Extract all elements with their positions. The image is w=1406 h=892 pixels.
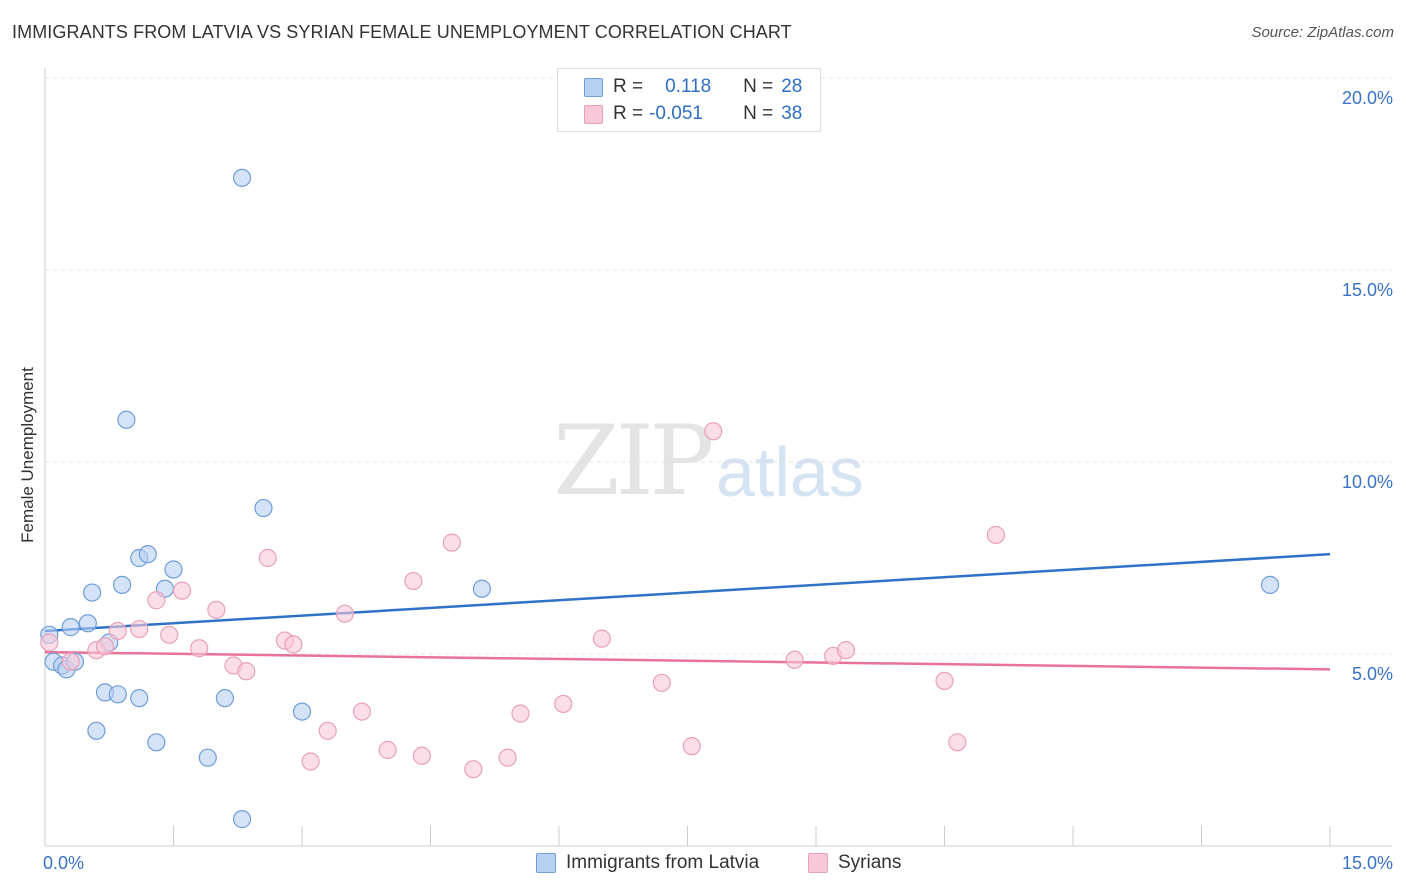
point-syrians	[948, 733, 967, 752]
point-syrians	[40, 633, 59, 652]
point-syrians	[704, 422, 723, 441]
point-syrians	[335, 604, 354, 623]
point-syrians	[95, 637, 115, 656]
point-syrians	[172, 581, 192, 600]
legend-r-value: -0.051	[649, 103, 703, 124]
legend-row-latvia: R = 0.118 N = 28	[558, 74, 802, 100]
y-tick-label: 5.0%	[1352, 664, 1393, 684]
point-syrians	[554, 694, 573, 714]
point-syrians	[318, 721, 337, 740]
point-latvia	[472, 579, 491, 598]
point-syrians	[108, 621, 127, 641]
legend-r-label: R =	[613, 103, 644, 124]
point-syrians	[412, 746, 432, 765]
point-latvia	[83, 583, 102, 602]
y-tick-label: 20.0%	[1342, 88, 1393, 108]
series-label-latvia: Immigrants from Latvia	[566, 852, 760, 873]
series-legend: Immigrants from Latvia Syrians	[0, 852, 1406, 878]
point-latvia	[254, 498, 273, 518]
point-latvia	[232, 810, 252, 829]
legend-r-value: 0.118	[665, 76, 712, 97]
data-points	[40, 168, 1280, 829]
legend-n-label: N =	[743, 103, 774, 124]
point-latvia	[215, 689, 234, 708]
series-swatch-latvia	[536, 853, 556, 873]
point-syrians	[785, 650, 804, 669]
point-latvia	[1260, 575, 1280, 594]
series-swatch-syrians	[808, 853, 828, 873]
point-latvia	[112, 575, 132, 594]
tick-labels: 5.0% 10.0% 15.0% 20.0% 0.0% 15.0%	[43, 88, 1393, 873]
legend-n-value: 28	[781, 76, 803, 97]
point-latvia	[108, 685, 127, 704]
point-syrians	[207, 600, 226, 619]
x-tick-label: 0.0%	[43, 853, 84, 873]
watermark-atlas: atlas	[716, 433, 864, 511]
legend-row-syrians: R = -0.051 N = 38	[558, 101, 802, 127]
chart-title: IMMIGRANTS FROM LATVIA VS SYRIAN FEMALE …	[12, 22, 792, 42]
point-syrians	[464, 760, 483, 779]
point-syrians	[592, 629, 611, 648]
point-syrians	[284, 635, 303, 654]
point-latvia	[78, 614, 97, 633]
y-tick-label: 15.0%	[1342, 280, 1393, 300]
point-latvia	[130, 689, 149, 708]
point-syrians	[378, 740, 397, 760]
axes	[44, 68, 1392, 847]
point-syrians	[652, 673, 671, 692]
legend-swatch-latvia	[584, 77, 603, 97]
trend-lines	[44, 552, 1331, 671]
legend-r-label: R =	[613, 76, 644, 97]
y-tick-label: 10.0%	[1342, 472, 1393, 492]
point-syrians	[237, 662, 256, 681]
point-syrians	[147, 591, 166, 610]
watermark-zip: ZIP	[553, 405, 714, 517]
series-legend-latvia: Immigrants from Latvia	[536, 852, 759, 874]
point-syrians	[682, 737, 701, 756]
point-syrians	[160, 625, 179, 644]
series-label-syrians: Syrians	[838, 852, 902, 873]
series-legend-syrians: Syrians	[808, 852, 901, 874]
point-latvia	[117, 410, 136, 429]
point-syrians	[498, 748, 517, 767]
point-syrians	[511, 704, 530, 723]
point-syrians	[301, 752, 320, 771]
point-latvia	[292, 702, 312, 721]
point-latvia	[147, 733, 166, 752]
source-credit: Source: ZipAtlas.com	[1251, 24, 1394, 41]
trend-line-syrians	[44, 650, 1331, 671]
point-syrians	[130, 619, 149, 639]
point-latvia	[232, 168, 252, 187]
point-syrians	[404, 571, 423, 591]
point-syrians	[61, 652, 80, 671]
point-syrians	[190, 639, 209, 658]
point-latvia	[87, 721, 106, 740]
gridlines	[45, 77, 1392, 655]
point-latvia	[138, 545, 157, 564]
point-syrians	[935, 671, 954, 690]
legend-swatch-syrians	[584, 104, 603, 124]
point-syrians	[836, 641, 856, 660]
legend-n-value: 38	[781, 103, 803, 124]
legend-n-label: N =	[743, 76, 774, 97]
correlation-legend: R = 0.118 N = 28 R = -0.051 N = 38	[557, 68, 821, 132]
point-syrians	[352, 702, 372, 721]
point-latvia	[164, 560, 183, 579]
point-latvia	[61, 618, 80, 637]
x-tick-label: 15.0%	[1342, 853, 1393, 873]
point-latvia	[198, 748, 217, 767]
y-axis-label: Female Unemployment	[18, 367, 37, 543]
point-syrians	[986, 525, 1006, 545]
point-syrians	[442, 533, 462, 552]
point-syrians	[258, 548, 277, 568]
trend-line-latvia	[44, 552, 1331, 633]
